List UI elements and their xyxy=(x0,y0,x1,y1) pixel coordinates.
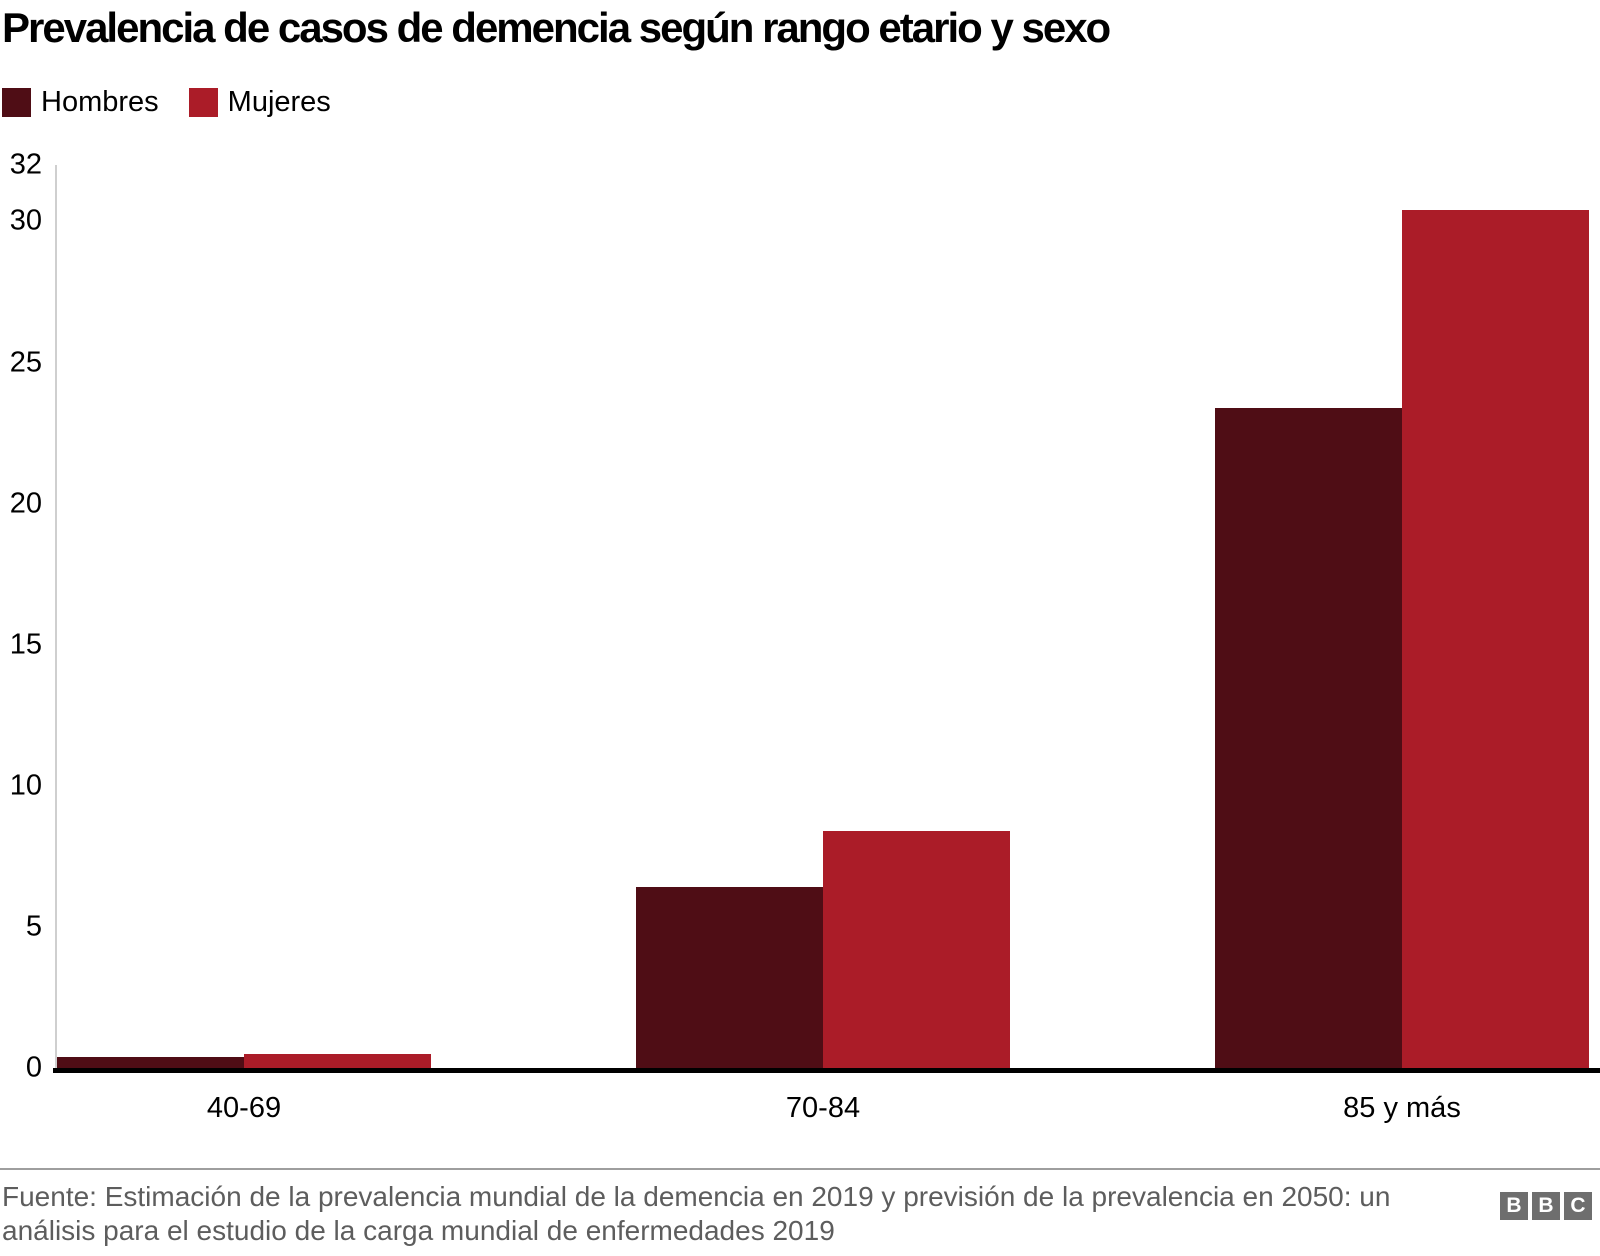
chart-title: Prevalencia de casos de demencia según r… xyxy=(2,4,1111,51)
x-axis-baseline xyxy=(53,1068,1600,1073)
y-axis-line xyxy=(55,165,57,1068)
bbc-logo-block-2: B xyxy=(1532,1192,1560,1220)
y-tick-label-5: 5 xyxy=(25,910,42,943)
x-tick-label-70-84: 70-84 xyxy=(785,1092,861,1124)
bbc-logo-block-3: C xyxy=(1564,1192,1592,1220)
y-tick-label-30: 30 xyxy=(9,204,42,237)
bar-mujeres-85-y-más xyxy=(1402,210,1589,1068)
legend-item-mujeres: Mujeres xyxy=(188,86,331,119)
legend-label: Hombres xyxy=(41,86,159,118)
bar-hombres-70-84 xyxy=(636,887,823,1068)
x-tick-label-85-y-más: 85 y más xyxy=(1343,1092,1461,1124)
legend: Hombres Mujeres xyxy=(2,86,331,119)
y-tick-label-20: 20 xyxy=(9,487,42,520)
bar-hombres-85-y-más xyxy=(1215,408,1402,1068)
legend-label: Mujeres xyxy=(227,86,331,118)
legend-item-hombres: Hombres xyxy=(2,86,159,119)
y-tick-label-0: 0 xyxy=(25,1051,42,1084)
y-tick-label-25: 25 xyxy=(9,346,42,379)
bar-mujeres-40-69 xyxy=(244,1054,431,1068)
bar-mujeres-70-84 xyxy=(823,831,1010,1068)
x-tick-label-40-69: 40-69 xyxy=(206,1092,282,1124)
footer-divider xyxy=(0,1168,1600,1170)
legend-swatch-mujeres xyxy=(188,88,218,117)
y-tick-label-15: 15 xyxy=(9,628,42,661)
legend-swatch-hombres xyxy=(2,88,31,117)
y-tick-label-32: 32 xyxy=(9,148,42,181)
source-text: Fuente: Estimación de la prevalencia mun… xyxy=(2,1181,1391,1246)
bar-hombres-40-69 xyxy=(57,1057,244,1068)
bbc-logo-block-1: B xyxy=(1500,1192,1528,1220)
y-tick-label-10: 10 xyxy=(9,769,42,802)
